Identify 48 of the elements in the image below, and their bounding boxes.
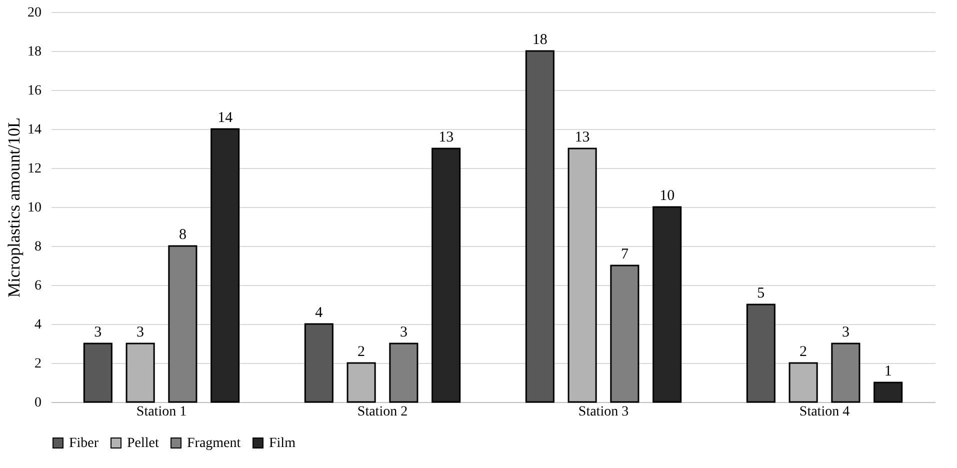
bar bbox=[304, 323, 334, 403]
bar bbox=[610, 264, 640, 403]
y-tick-label: 20 bbox=[28, 6, 42, 20]
y-tick-label: 14 bbox=[28, 122, 42, 138]
legend-label: Fragment bbox=[187, 436, 241, 451]
bar bbox=[652, 206, 682, 403]
bar bbox=[432, 148, 461, 403]
data-label: 2 bbox=[800, 344, 808, 360]
data-label: 3 bbox=[136, 324, 144, 340]
data-label: 7 bbox=[620, 246, 629, 262]
y-axis-title: Microplastics amount/10L bbox=[4, 118, 24, 298]
data-label: 14 bbox=[218, 110, 234, 126]
data-label: 2 bbox=[358, 344, 366, 360]
x-tick-label: Station 2 bbox=[357, 404, 408, 420]
data-label: 13 bbox=[438, 130, 454, 146]
data-label: 1 bbox=[884, 364, 892, 380]
data-label: 3 bbox=[400, 324, 408, 340]
bar bbox=[525, 50, 554, 403]
bar bbox=[746, 304, 776, 403]
data-label: 8 bbox=[178, 227, 186, 243]
y-tick-label: 12 bbox=[28, 162, 42, 176]
legend-label: Fiber bbox=[69, 436, 99, 451]
x-tick-label: Station 4 bbox=[799, 404, 850, 420]
bar bbox=[389, 342, 418, 403]
y-tick-label: 2 bbox=[34, 356, 42, 372]
y-tick-label: 6 bbox=[34, 278, 42, 294]
data-label: 3 bbox=[842, 324, 850, 340]
data-label: 3 bbox=[94, 324, 102, 340]
legend-label: Film bbox=[269, 436, 296, 451]
y-tick-label: 16 bbox=[28, 84, 42, 98]
data-label: 10 bbox=[660, 188, 675, 204]
y-tick-label: 10 bbox=[28, 200, 42, 216]
legend-label: Pellet bbox=[127, 436, 159, 451]
bar bbox=[168, 245, 198, 403]
data-label: 5 bbox=[757, 286, 765, 302]
y-tick-label: 0 bbox=[34, 396, 42, 410]
data-label: 4 bbox=[315, 305, 324, 321]
x-tick-label: Station 3 bbox=[578, 404, 629, 420]
x-tick-label: Station 1 bbox=[136, 404, 187, 420]
bar bbox=[210, 128, 240, 403]
y-tick-label: 18 bbox=[28, 44, 42, 60]
y-tick-label: 4 bbox=[34, 318, 42, 332]
bar bbox=[831, 342, 860, 403]
bar bbox=[874, 382, 903, 403]
data-label: 18 bbox=[532, 32, 548, 48]
bar bbox=[83, 342, 112, 403]
y-tick-label: 8 bbox=[34, 240, 42, 254]
data-label: 13 bbox=[574, 130, 590, 146]
